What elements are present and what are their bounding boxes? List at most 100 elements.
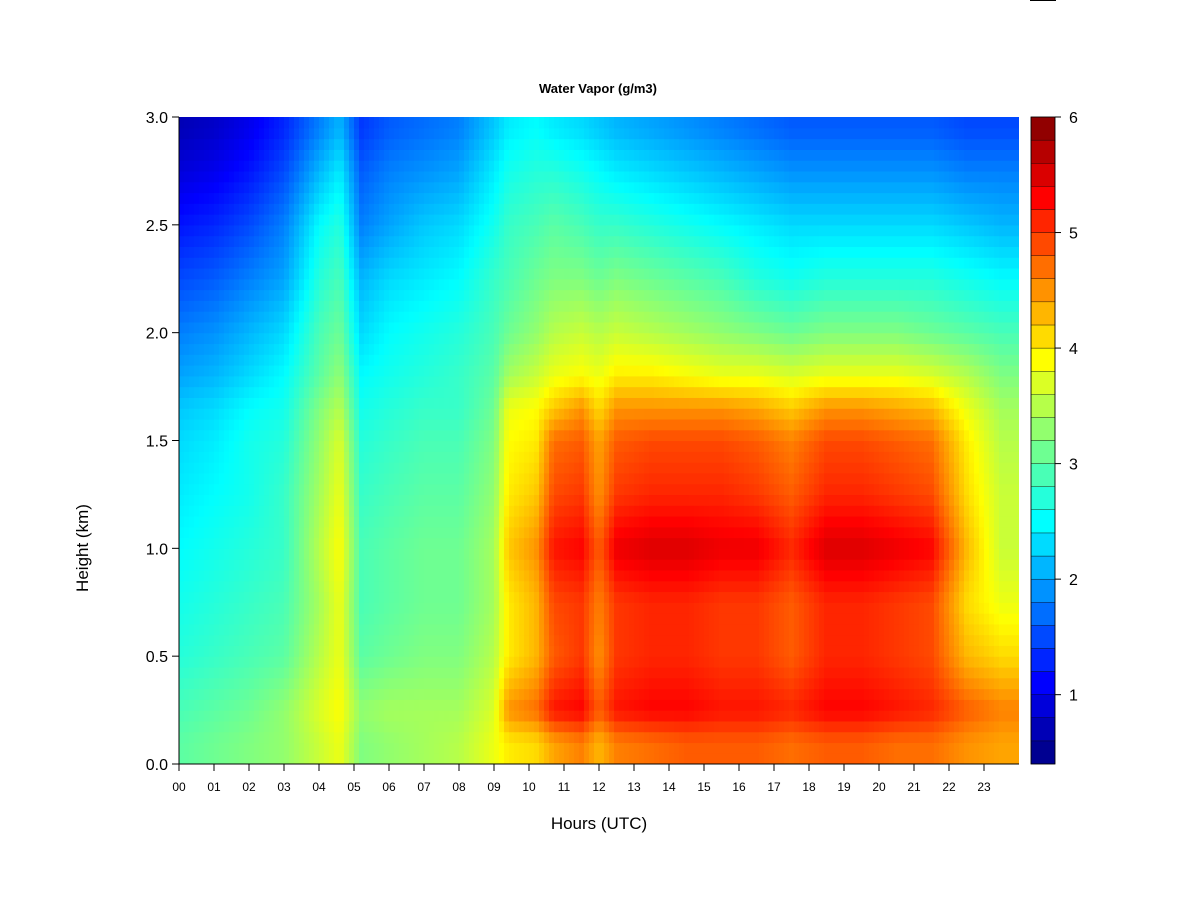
heatmap-cell — [214, 375, 220, 388]
heatmap-cell — [319, 569, 325, 582]
heatmap-cell — [569, 677, 575, 690]
heatmap-cell — [559, 634, 565, 646]
heatmap-cell — [184, 645, 190, 657]
heatmap-cell — [544, 602, 550, 614]
heatmap-cell — [344, 386, 350, 398]
heatmap-cell — [254, 160, 260, 172]
heatmap-cell — [589, 127, 595, 140]
heatmap-cell — [419, 127, 425, 140]
heatmap-cell — [229, 742, 235, 754]
heatmap-cell — [249, 160, 255, 172]
heatmap-cell — [569, 343, 575, 355]
heatmap-cell — [344, 526, 350, 539]
heatmap-cell — [474, 235, 480, 247]
heatmap-cell — [474, 289, 480, 301]
heatmap-cell — [194, 343, 200, 355]
heatmap-cell — [409, 203, 415, 215]
heatmap-cell — [324, 300, 330, 312]
heatmap-cell — [544, 235, 550, 247]
heatmap-cell — [229, 666, 235, 679]
heatmap-cell — [579, 224, 585, 237]
heatmap-cell — [264, 214, 270, 226]
heatmap-cell — [189, 278, 195, 291]
heatmap-cell — [489, 235, 495, 247]
heatmap-cell — [449, 311, 455, 323]
heatmap-cell — [479, 451, 485, 463]
heatmap-cell — [219, 408, 225, 420]
heatmap-cell — [299, 494, 305, 506]
heatmap-cell — [369, 472, 375, 485]
heatmap-cell — [384, 537, 390, 549]
heatmap-cell — [364, 375, 370, 388]
heatmap-cell — [539, 548, 545, 560]
heatmap-cell — [264, 311, 270, 323]
heatmap-cell — [434, 418, 440, 431]
heatmap-cell — [544, 472, 550, 485]
heatmap-cell — [529, 224, 535, 237]
heatmap-cell — [189, 160, 195, 172]
heatmap-cell — [524, 289, 530, 301]
heatmap-cell — [309, 440, 315, 452]
heatmap-cell — [589, 699, 595, 711]
heatmap-cell — [234, 170, 240, 183]
heatmap-cell — [454, 192, 460, 204]
heatmap-cell — [179, 278, 185, 291]
heatmap-cell — [549, 483, 555, 496]
heatmap-cell — [554, 267, 560, 280]
heatmap-cell — [444, 623, 450, 636]
heatmap-cell — [269, 526, 275, 539]
heatmap-cell — [419, 138, 425, 150]
heatmap-cell — [229, 451, 235, 463]
heatmap-cell — [239, 343, 245, 355]
heatmap-cell — [354, 591, 360, 603]
heatmap-cell — [314, 429, 320, 442]
heatmap-cell — [219, 591, 225, 603]
heatmap-cell — [509, 138, 515, 150]
heatmap-cell — [459, 386, 465, 398]
heatmap-cell — [504, 731, 510, 744]
heatmap-cell — [249, 246, 255, 258]
heatmap-cell — [519, 289, 525, 301]
heatmap-cell — [239, 526, 245, 539]
heatmap-cell — [534, 257, 540, 269]
heatmap-cell — [534, 321, 540, 334]
heatmap-cell — [254, 645, 260, 657]
heatmap-cell — [579, 613, 585, 625]
heatmap-cell — [394, 235, 400, 247]
heatmap-cell — [399, 375, 405, 388]
heatmap-cell — [344, 537, 350, 549]
heatmap-cell — [369, 677, 375, 690]
heatmap-cell — [254, 602, 260, 614]
heatmap-cell — [364, 451, 370, 463]
heatmap-cell — [519, 494, 525, 506]
heatmap-cell — [209, 267, 215, 280]
heatmap-cell — [479, 515, 485, 528]
heatmap-cell — [239, 688, 245, 700]
heatmap-cell — [274, 656, 280, 668]
heatmap-cell — [429, 710, 435, 722]
heatmap-cell — [529, 408, 535, 420]
heatmap-cell — [219, 214, 225, 226]
heatmap-cell — [254, 289, 260, 301]
heatmap-cell — [369, 192, 375, 204]
heatmap-cell — [469, 634, 475, 646]
heatmap-cell — [224, 257, 230, 269]
heatmap-cell — [299, 235, 305, 247]
heatmap-cell — [284, 505, 290, 517]
heatmap-cell — [534, 699, 540, 711]
heatmap-cell — [309, 278, 315, 291]
heatmap-cell — [489, 117, 495, 129]
heatmap-cell — [559, 580, 565, 593]
heatmap-cell — [489, 753, 495, 764]
heatmap-cell — [474, 688, 480, 700]
heatmap-cell — [364, 300, 370, 312]
heatmap-cell — [474, 138, 480, 150]
heatmap-cell — [289, 170, 295, 183]
heatmap-cell — [319, 181, 325, 194]
heatmap-cell — [289, 580, 295, 593]
heatmap-cell — [229, 170, 235, 183]
heatmap-cell — [534, 634, 540, 646]
heatmap-cell — [444, 753, 450, 764]
heatmap-cell — [184, 192, 190, 204]
heatmap-cell — [494, 645, 500, 657]
